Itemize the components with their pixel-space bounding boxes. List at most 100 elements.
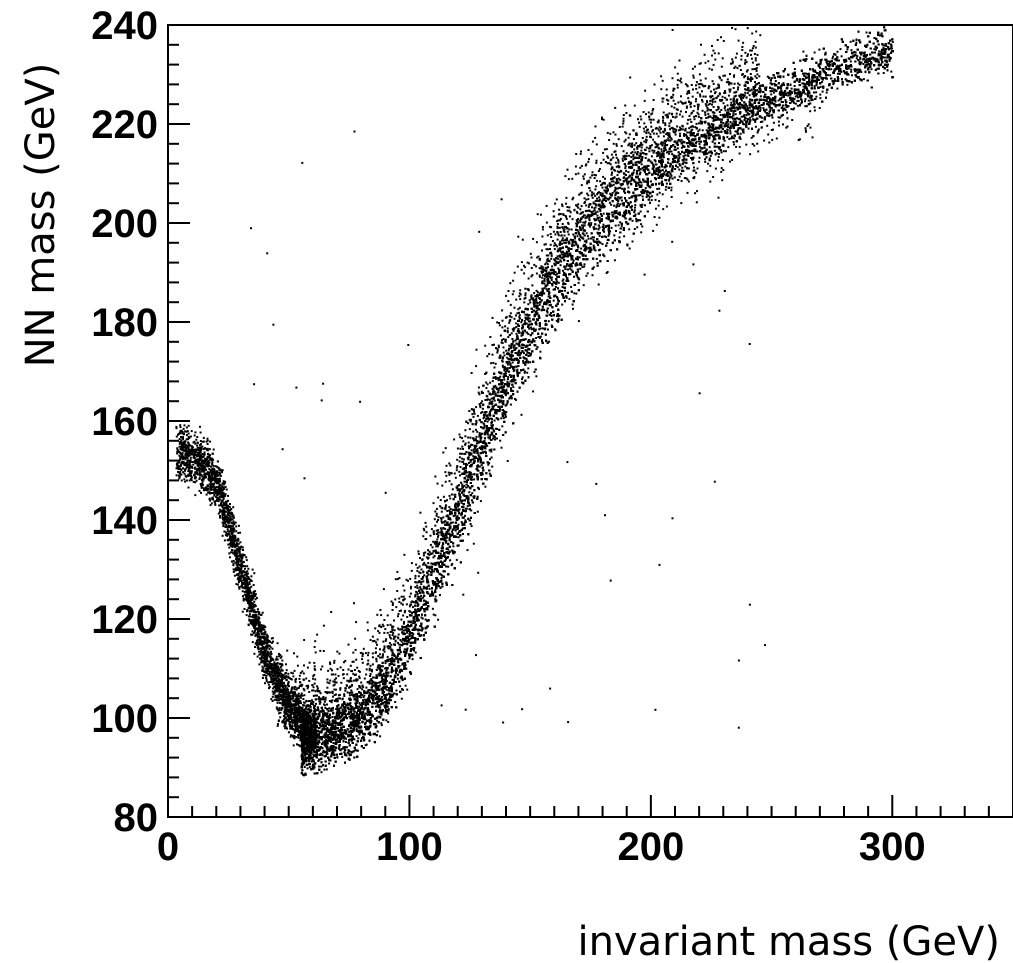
scatter-point bbox=[433, 563, 436, 566]
scatter-point bbox=[572, 259, 575, 262]
scatter-point bbox=[450, 564, 453, 567]
scatter-point bbox=[386, 655, 389, 658]
scatter-point bbox=[664, 163, 667, 166]
scatter-point bbox=[846, 83, 849, 86]
scatter-point bbox=[641, 152, 644, 154]
scatter-point bbox=[847, 73, 850, 76]
scatter-point bbox=[782, 109, 784, 112]
scatter-point bbox=[624, 192, 627, 194]
scatter-point bbox=[348, 699, 351, 702]
scatter-point bbox=[546, 298, 549, 301]
scatter-point bbox=[582, 237, 585, 240]
scatter-point bbox=[511, 361, 514, 364]
scatter-point bbox=[528, 327, 531, 330]
scatter-point bbox=[890, 46, 893, 49]
scatter-point bbox=[547, 293, 550, 295]
scatter-point bbox=[718, 135, 721, 138]
scatter-point bbox=[833, 78, 836, 81]
scatter-point bbox=[793, 85, 796, 87]
scatter-point bbox=[836, 87, 839, 90]
scatter-point bbox=[695, 122, 698, 125]
scatter-point bbox=[783, 84, 786, 86]
scatter-point bbox=[506, 378, 509, 380]
scatter-point bbox=[836, 72, 839, 75]
scatter-point bbox=[391, 666, 393, 669]
scatter-point bbox=[856, 55, 859, 58]
scatter-point bbox=[727, 119, 729, 122]
scatter-point bbox=[318, 712, 321, 715]
scatter-point bbox=[472, 448, 475, 451]
scatter-point bbox=[437, 585, 440, 588]
scatter-point bbox=[777, 99, 780, 102]
scatter-point bbox=[419, 609, 422, 612]
scatter-point bbox=[824, 58, 827, 61]
scatter-point bbox=[739, 112, 742, 115]
scatter-point bbox=[688, 139, 690, 142]
scatter-point bbox=[840, 55, 843, 58]
scatter-point bbox=[635, 181, 638, 184]
scatter-point bbox=[351, 724, 354, 727]
scatter-point bbox=[481, 473, 484, 476]
scatter-point bbox=[431, 607, 434, 610]
scatter-point bbox=[332, 724, 334, 727]
scatter-point bbox=[746, 112, 749, 115]
scatter-point bbox=[321, 754, 324, 757]
scatter-point bbox=[460, 481, 462, 484]
scatter-point bbox=[406, 616, 409, 618]
scatter-point bbox=[320, 729, 323, 732]
scatter-point bbox=[346, 746, 348, 749]
scatter-point bbox=[343, 751, 346, 754]
scatter-point bbox=[770, 77, 773, 80]
scatter-point bbox=[599, 204, 602, 207]
scatter-point bbox=[855, 57, 858, 60]
scatter-point bbox=[493, 408, 496, 411]
scatter-point bbox=[507, 376, 510, 378]
scatter-point bbox=[777, 116, 780, 119]
scatter-point bbox=[449, 508, 452, 510]
scatter-point bbox=[815, 84, 818, 87]
scatter-point bbox=[332, 742, 335, 745]
scatter-point bbox=[452, 545, 455, 548]
scatter-point bbox=[350, 753, 352, 756]
scatter-point bbox=[377, 715, 380, 718]
scatter-point bbox=[479, 438, 482, 440]
scatter-point bbox=[491, 400, 494, 403]
scatter-point bbox=[376, 730, 379, 733]
scatter-point bbox=[470, 509, 473, 512]
scatter-point bbox=[663, 147, 666, 150]
scatter-point bbox=[440, 573, 443, 576]
scatter-point bbox=[316, 753, 319, 756]
scatter-point bbox=[539, 335, 542, 338]
scatter-point bbox=[490, 424, 493, 427]
scatter-point bbox=[829, 74, 832, 77]
scatter-point bbox=[597, 244, 600, 247]
scatter-point bbox=[735, 124, 738, 127]
scatter-point bbox=[779, 86, 782, 89]
scatter-point bbox=[875, 48, 877, 51]
scatter-point bbox=[362, 737, 365, 739]
scatter-point bbox=[663, 171, 666, 174]
scatter-point bbox=[583, 263, 586, 266]
scatter-point bbox=[385, 688, 388, 691]
scatter-point bbox=[698, 156, 701, 159]
scatter-point bbox=[708, 132, 711, 135]
scatter-point bbox=[446, 536, 448, 539]
scatter-point bbox=[869, 61, 872, 63]
scatter-point bbox=[626, 183, 629, 186]
scatter-point bbox=[838, 72, 841, 75]
scatter-point bbox=[826, 74, 829, 77]
scatter-point bbox=[742, 97, 745, 99]
scatter-point bbox=[403, 648, 406, 651]
scatter-point bbox=[444, 541, 447, 544]
scatter-point bbox=[437, 531, 440, 534]
scatter-point bbox=[538, 303, 541, 306]
scatter-point bbox=[444, 570, 446, 573]
scatter-point bbox=[447, 565, 450, 568]
scatter-point bbox=[513, 359, 516, 362]
scatter-point bbox=[343, 695, 346, 697]
scatter-point bbox=[591, 236, 594, 239]
scatter-point bbox=[774, 100, 777, 103]
scatter-point bbox=[713, 131, 716, 134]
scatter-point bbox=[316, 743, 319, 746]
scatter-point bbox=[836, 64, 839, 67]
